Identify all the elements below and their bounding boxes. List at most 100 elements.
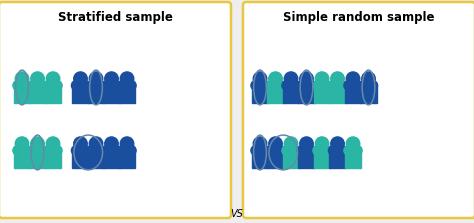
Bar — [45, 85, 61, 103]
Circle shape — [282, 81, 292, 90]
Circle shape — [80, 81, 90, 90]
Circle shape — [346, 137, 360, 151]
Circle shape — [352, 146, 362, 155]
Circle shape — [111, 81, 120, 90]
Circle shape — [362, 72, 375, 85]
Circle shape — [105, 72, 118, 85]
Circle shape — [87, 146, 97, 155]
Circle shape — [111, 146, 120, 155]
Bar — [345, 151, 361, 168]
Circle shape — [253, 72, 267, 85]
Circle shape — [21, 81, 31, 90]
Bar — [73, 151, 89, 168]
Circle shape — [74, 137, 87, 151]
Bar — [88, 151, 104, 168]
Circle shape — [89, 137, 103, 151]
Circle shape — [259, 81, 269, 90]
Circle shape — [21, 146, 31, 155]
Bar — [267, 151, 283, 168]
Circle shape — [269, 72, 282, 85]
Bar — [314, 85, 330, 103]
Circle shape — [266, 146, 276, 155]
Circle shape — [31, 72, 44, 85]
Circle shape — [300, 72, 313, 85]
Circle shape — [337, 146, 346, 155]
Bar — [252, 85, 268, 103]
Circle shape — [313, 146, 323, 155]
Circle shape — [282, 146, 292, 155]
Bar — [88, 85, 104, 103]
Circle shape — [102, 146, 112, 155]
Bar — [298, 151, 315, 168]
Circle shape — [275, 81, 284, 90]
Circle shape — [328, 146, 338, 155]
Bar — [283, 151, 299, 168]
Bar — [73, 85, 89, 103]
Circle shape — [15, 137, 29, 151]
Circle shape — [72, 81, 81, 90]
Circle shape — [306, 81, 316, 90]
FancyBboxPatch shape — [243, 2, 474, 218]
Circle shape — [120, 72, 134, 85]
Circle shape — [284, 72, 298, 85]
Circle shape — [36, 146, 46, 155]
Circle shape — [300, 137, 313, 151]
Bar — [329, 151, 346, 168]
Circle shape — [105, 137, 118, 151]
Circle shape — [337, 81, 346, 90]
Circle shape — [328, 81, 338, 90]
Circle shape — [95, 146, 105, 155]
Circle shape — [44, 146, 54, 155]
Circle shape — [31, 137, 44, 151]
FancyBboxPatch shape — [0, 2, 231, 218]
Circle shape — [13, 81, 23, 90]
Circle shape — [28, 81, 38, 90]
Text: Stratified sample: Stratified sample — [57, 12, 173, 25]
Bar — [119, 151, 135, 168]
Circle shape — [331, 72, 344, 85]
Circle shape — [13, 146, 23, 155]
Circle shape — [52, 81, 62, 90]
Circle shape — [269, 137, 282, 151]
Circle shape — [74, 72, 87, 85]
Text: Simple random sample: Simple random sample — [283, 12, 435, 25]
Circle shape — [28, 146, 38, 155]
Bar — [45, 151, 61, 168]
Circle shape — [118, 81, 128, 90]
Bar — [345, 85, 361, 103]
Circle shape — [251, 81, 261, 90]
Circle shape — [297, 146, 307, 155]
Circle shape — [315, 72, 329, 85]
Circle shape — [313, 81, 323, 90]
Circle shape — [46, 72, 60, 85]
Circle shape — [321, 146, 331, 155]
Circle shape — [290, 81, 300, 90]
Circle shape — [126, 146, 136, 155]
Circle shape — [95, 81, 105, 90]
Bar — [14, 151, 30, 168]
Circle shape — [352, 81, 362, 90]
Circle shape — [290, 146, 300, 155]
Circle shape — [36, 81, 46, 90]
Circle shape — [44, 81, 54, 90]
Circle shape — [297, 81, 307, 90]
Bar — [103, 151, 119, 168]
Circle shape — [344, 146, 354, 155]
Bar — [267, 85, 283, 103]
Circle shape — [315, 137, 329, 151]
Bar — [119, 85, 135, 103]
Circle shape — [89, 72, 103, 85]
Circle shape — [80, 146, 90, 155]
Circle shape — [251, 146, 261, 155]
Circle shape — [52, 146, 62, 155]
Circle shape — [118, 146, 128, 155]
Circle shape — [253, 137, 267, 151]
Circle shape — [306, 146, 316, 155]
Bar — [283, 85, 299, 103]
Bar — [298, 85, 315, 103]
Bar — [252, 151, 268, 168]
Circle shape — [87, 81, 97, 90]
Bar — [14, 85, 30, 103]
Circle shape — [266, 81, 276, 90]
Circle shape — [15, 72, 29, 85]
